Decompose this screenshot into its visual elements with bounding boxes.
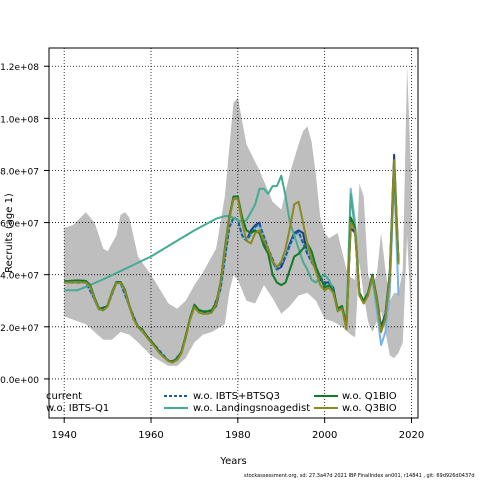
- series-layer: [64, 153, 400, 364]
- legend-entry: w.o. IBTS+BTSQ3: [193, 391, 280, 402]
- legend-entry: w.o. IBTS-Q1: [46, 403, 109, 414]
- x-tick-label: 2000: [312, 430, 337, 441]
- y-tick-label: 0.0e+00: [0, 376, 39, 386]
- plot-frame: [48, 47, 419, 419]
- x-tick-label: 2020: [399, 430, 424, 441]
- legend-entry: w.o. Q3BIO: [342, 403, 397, 414]
- legend-entry: current: [46, 391, 82, 402]
- x-tick-label: 1960: [138, 430, 163, 441]
- y-tick-label: 8.0e+07: [0, 167, 39, 177]
- x-axis-label: Years: [219, 456, 246, 467]
- x-tick-label: 1940: [51, 430, 76, 441]
- legend-entry: w.o. Q1BIO: [342, 391, 397, 402]
- y-tick-label: 1.2e+08: [0, 63, 39, 73]
- axis-layer: 1940 1960 1980 2000 2020 0.0e+00 2.0e+07 4.0e+0…: [0, 63, 424, 441]
- series-line: [64, 159, 400, 364]
- footer-credits: stockassessment.org, sd: 27.3a47d 2021 I…: [244, 473, 475, 479]
- y-tick-label: 4.0e+07: [0, 272, 39, 282]
- x-tick-label: 1980: [225, 430, 250, 441]
- y-tick-label: 2.0e+07: [0, 324, 39, 334]
- legend-entry: w.o. Landingsnoagedist: [193, 403, 310, 414]
- y-tick-label: 1.0e+08: [0, 115, 39, 125]
- y-tick-label: 6.0e+07: [0, 220, 39, 230]
- y-axis-label: Recruits (age 1): [4, 193, 15, 273]
